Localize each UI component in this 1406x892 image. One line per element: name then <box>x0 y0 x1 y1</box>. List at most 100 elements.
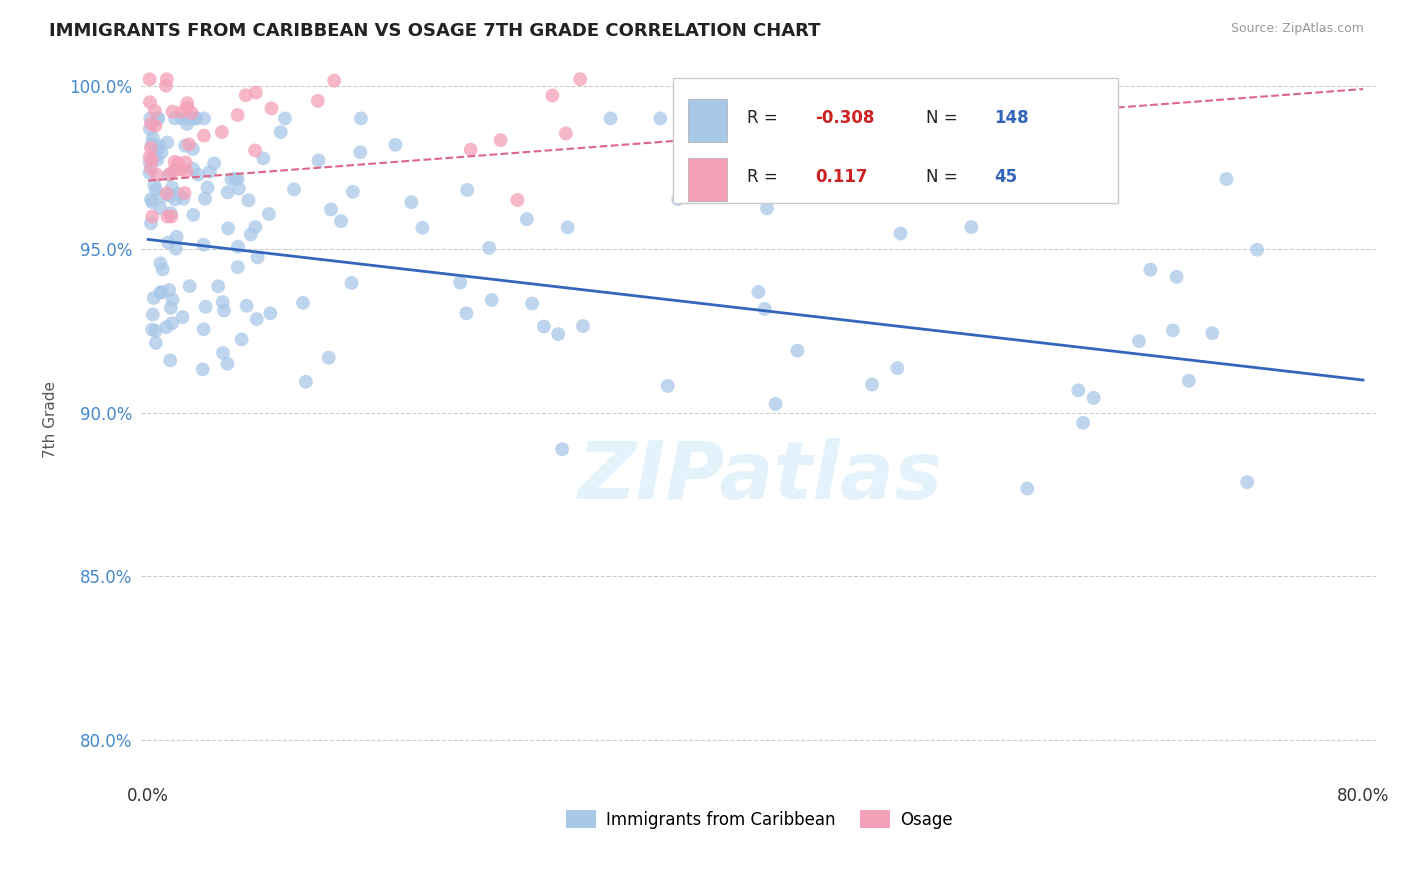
Point <box>145 335 167 350</box>
Point <box>166 229 188 244</box>
Point <box>1071 120 1094 135</box>
Point <box>765 397 787 411</box>
FancyBboxPatch shape <box>672 78 1118 203</box>
Point <box>138 121 160 136</box>
Point <box>202 156 225 170</box>
Point <box>176 96 198 111</box>
Point <box>138 166 160 180</box>
Text: -0.308: -0.308 <box>815 109 875 127</box>
Bar <box>688 158 727 201</box>
Point <box>143 103 166 118</box>
Point <box>179 112 201 126</box>
Point <box>217 186 239 200</box>
Point <box>401 195 423 210</box>
Point <box>184 112 207 126</box>
Point <box>139 95 162 110</box>
Point <box>754 301 776 316</box>
Point <box>533 319 555 334</box>
Point <box>231 332 253 346</box>
Point <box>180 106 202 120</box>
Point <box>569 72 592 87</box>
Point <box>1139 262 1161 277</box>
Point <box>194 192 217 206</box>
Point <box>160 301 183 315</box>
Point <box>554 127 576 141</box>
Point <box>141 195 163 210</box>
Point <box>156 210 179 224</box>
Point <box>143 150 166 164</box>
Point <box>323 73 346 87</box>
Point <box>149 285 172 300</box>
Point <box>139 161 162 176</box>
Point <box>1083 391 1105 405</box>
Point <box>148 138 170 153</box>
Point <box>319 202 342 217</box>
Point <box>330 214 353 228</box>
Point <box>226 108 249 122</box>
Point <box>340 276 363 290</box>
Point <box>139 112 162 126</box>
Point <box>212 346 235 360</box>
Point <box>741 162 763 177</box>
Point <box>194 300 217 314</box>
Point <box>183 208 205 222</box>
Point <box>156 72 179 87</box>
Point <box>318 351 340 365</box>
Point <box>181 112 204 126</box>
Point <box>221 172 243 186</box>
Point <box>1017 482 1039 496</box>
Point <box>295 375 318 389</box>
Point <box>155 78 177 93</box>
Point <box>547 327 569 342</box>
Point <box>193 128 215 143</box>
Point <box>960 220 983 235</box>
Point <box>145 119 167 133</box>
Point <box>239 227 262 242</box>
Point <box>211 125 233 139</box>
Point <box>211 295 233 310</box>
Point <box>173 186 195 200</box>
Point <box>342 185 364 199</box>
Point <box>167 156 190 170</box>
Point <box>165 242 187 256</box>
Point <box>257 207 280 221</box>
Point <box>198 164 221 178</box>
Point <box>181 142 204 156</box>
Point <box>489 133 512 147</box>
Point <box>786 343 808 358</box>
Point <box>141 210 163 224</box>
Y-axis label: 7th Grade: 7th Grade <box>44 381 58 458</box>
Point <box>159 167 181 181</box>
Point <box>238 194 260 208</box>
Point <box>170 112 193 126</box>
Point <box>174 138 197 153</box>
Point <box>138 72 160 87</box>
Text: Source: ZipAtlas.com: Source: ZipAtlas.com <box>1230 22 1364 36</box>
Point <box>1236 475 1258 490</box>
Point <box>243 144 266 158</box>
Point <box>187 168 209 182</box>
Point <box>149 256 172 270</box>
Point <box>411 220 433 235</box>
Point <box>139 192 162 206</box>
Text: R =: R = <box>747 169 783 186</box>
Point <box>481 293 503 307</box>
Point <box>170 162 193 177</box>
Point <box>193 322 215 336</box>
Point <box>186 112 208 126</box>
Point <box>146 153 169 167</box>
Point <box>270 125 292 139</box>
Point <box>666 192 689 206</box>
Point <box>142 308 165 322</box>
Point <box>460 143 482 157</box>
Point <box>149 201 172 215</box>
Point <box>1215 172 1237 186</box>
Point <box>138 150 160 164</box>
Point <box>172 310 194 325</box>
Point <box>177 137 200 152</box>
Point <box>217 221 239 235</box>
Point <box>181 161 204 176</box>
Point <box>217 357 239 371</box>
Point <box>139 216 162 230</box>
Point <box>1246 243 1268 257</box>
